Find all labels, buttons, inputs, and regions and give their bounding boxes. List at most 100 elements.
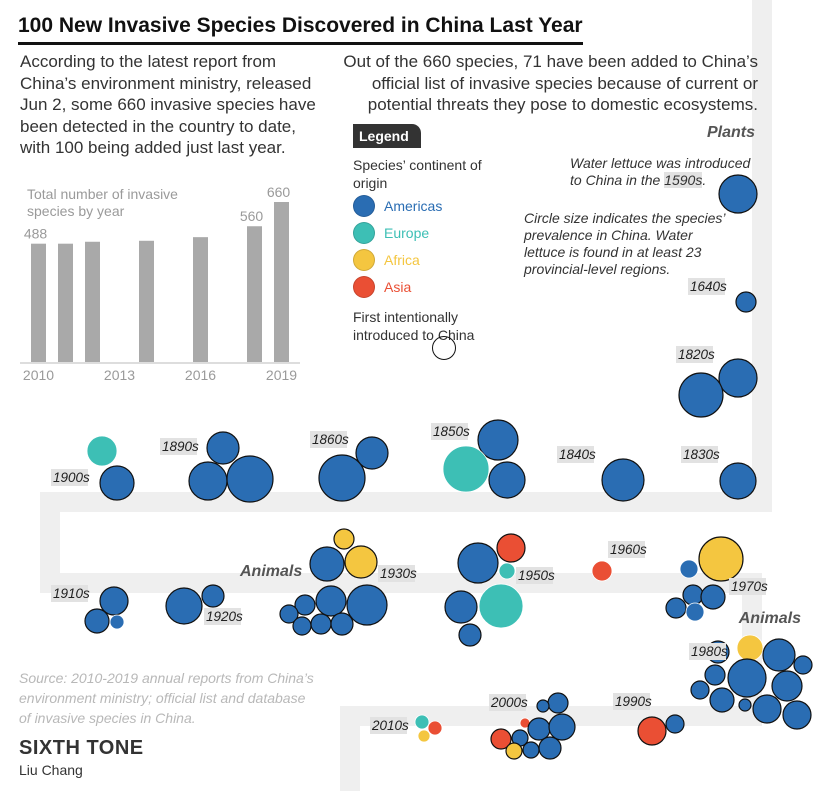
tick-label-2010: 2010 [23, 367, 54, 383]
species-bubble [690, 680, 710, 700]
decade-label-1930s: 1930s [380, 566, 417, 581]
legend-item-asia: Asia [353, 275, 411, 299]
species-bubble [488, 461, 526, 499]
species-bubble [333, 528, 355, 550]
group-label-plants: Plants [707, 124, 755, 141]
species-bubble [99, 586, 129, 616]
decade-label-bg [557, 446, 594, 463]
legend-swatch [353, 249, 375, 271]
bar-2010 [31, 243, 46, 362]
species-bubble [206, 431, 240, 465]
intro-left-text: According to the latest report from Chin… [20, 52, 316, 157]
decade-label-bg [489, 694, 526, 711]
tick-label-2013: 2013 [104, 367, 135, 383]
decade-label-bg [516, 567, 553, 584]
species-bubble [165, 587, 203, 625]
legend-badge: Legend [353, 124, 421, 148]
species-bubble [477, 419, 519, 461]
value-label-2019: 660 [267, 184, 291, 200]
decade-label-bg [51, 585, 88, 602]
species-bubble [457, 542, 499, 584]
author: Liu Chang [19, 762, 83, 778]
timeline-path [40, 0, 772, 791]
decade-label-1980s: 1980s [691, 644, 728, 659]
species-bubble [84, 608, 110, 634]
page-title: 100 New Invasive Species Discovered in C… [18, 14, 583, 45]
decade-label-1920s: 1920s [206, 609, 243, 624]
decade-label-bg [370, 717, 407, 734]
species-bubble [718, 358, 758, 398]
legend-label: Asia [384, 279, 412, 295]
decade-label-1910s: 1910s [53, 586, 90, 601]
species-bubble [601, 458, 645, 502]
decade-label-bg [204, 608, 241, 625]
species-bubble [478, 583, 524, 629]
legend-swatch [353, 222, 375, 244]
species-bubble [547, 692, 569, 714]
group-label-animals-left: Animals [239, 563, 302, 580]
species-bubble [679, 559, 699, 579]
decade-label-1840s: 1840s [559, 447, 596, 462]
decade-label-1820s: 1820s [678, 347, 715, 362]
group-label-animals-right: Animals [738, 610, 801, 627]
note-highlight: 1590s [664, 172, 703, 188]
water-lettuce-note: Water lettuce was introduced to China in… [570, 155, 760, 189]
species-bubble [86, 435, 118, 467]
note-text-end: . [702, 172, 707, 188]
species-bubble [496, 533, 526, 563]
species-bubble [548, 713, 576, 741]
species-bubble [310, 613, 332, 635]
decade-label-bg [689, 643, 726, 660]
decade-label-1960s: 1960s [610, 542, 647, 557]
decade-label-1640s: 1640s [690, 279, 727, 294]
species-bubble [99, 465, 135, 501]
decade-label-1860s: 1860s [312, 432, 349, 447]
decade-label-2000s: 2000s [490, 695, 528, 710]
intro-right-text: Out of the 660 species, 71 have been add… [343, 52, 758, 114]
legend-origin-title: Species’ continent of origin [353, 157, 482, 191]
bar-2011 [58, 243, 73, 362]
species-bubble [735, 291, 757, 313]
species-bubble [709, 687, 735, 713]
species-bubble [718, 174, 758, 214]
bar-2014 [139, 240, 154, 362]
decade-label-2010s: 2010s [371, 718, 409, 733]
decade-label-1890s: 1890s [162, 439, 199, 454]
species-bubble [762, 638, 796, 672]
legend-label: Americas [384, 198, 443, 214]
species-bubble [538, 736, 562, 760]
species-bubble [315, 585, 347, 617]
bar-2019 [274, 202, 289, 362]
legend-intentional-label: First intentionally introduced to China [353, 309, 475, 343]
species-bubble [782, 700, 812, 730]
species-bubble [318, 454, 366, 502]
decade-label-1990s: 1990s [615, 694, 652, 709]
species-bubble [355, 436, 389, 470]
species-bubble [201, 584, 225, 608]
legend-open-circle [432, 336, 456, 360]
species-bubble [536, 699, 550, 713]
value-label-2010: 488 [24, 226, 48, 242]
species-bubble [414, 714, 430, 730]
bubble-chart [84, 174, 813, 760]
legend-swatch [353, 276, 375, 298]
species-bubble [727, 658, 767, 698]
species-bubble [417, 729, 431, 743]
species-bubble [698, 536, 744, 582]
decade-label-bg [681, 446, 718, 463]
species-bubble [685, 602, 705, 622]
species-bubble [279, 604, 299, 624]
tick-label-2016: 2016 [185, 367, 216, 383]
decade-label-bg [613, 693, 650, 710]
species-bubble [752, 694, 782, 724]
species-bubble [498, 562, 516, 580]
legend-label: Africa [384, 252, 420, 268]
species-bubble [682, 584, 704, 606]
decade-label-1950s: 1950s [518, 568, 555, 583]
species-bubble [793, 655, 813, 675]
species-bubble [442, 445, 490, 493]
bar-2012 [85, 241, 100, 362]
species-bubble [527, 717, 551, 741]
